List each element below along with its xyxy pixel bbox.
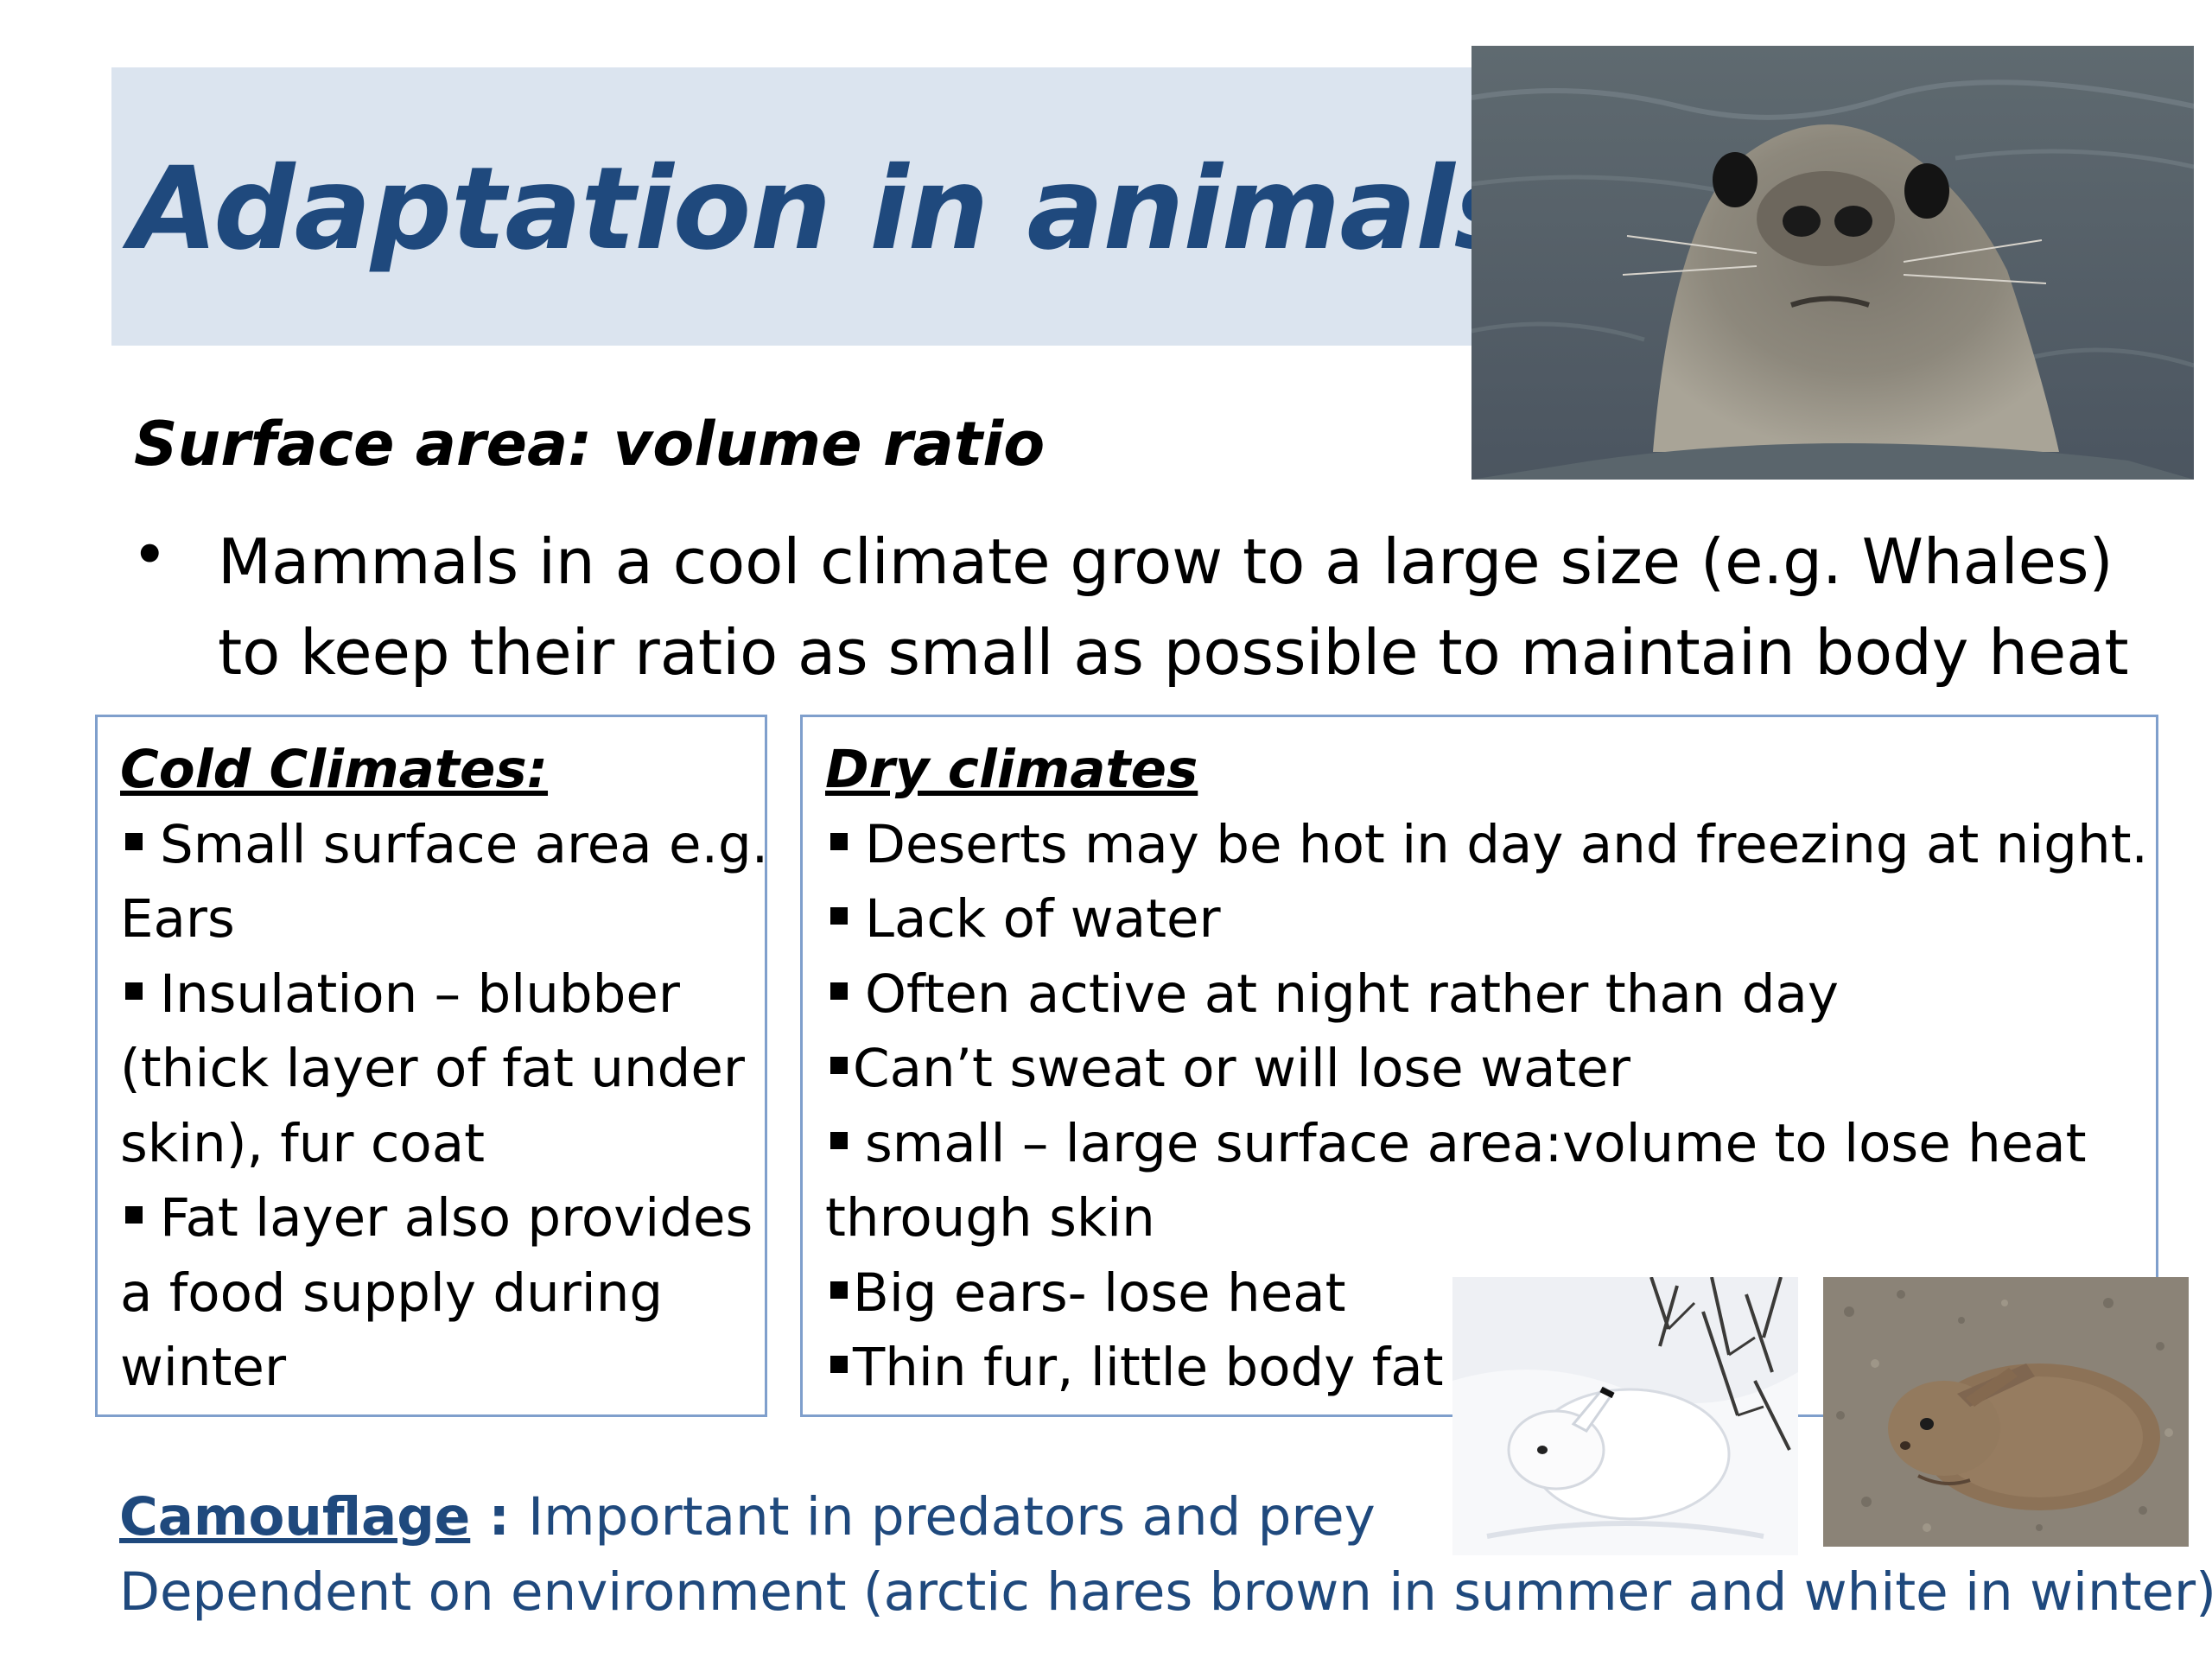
section-subtitle: Surface area: volume ratio: [134, 409, 1046, 480]
list-item: Lack of water: [825, 882, 2139, 957]
camouflage-section: Camouflage : Important in predators and …: [119, 1479, 2212, 1630]
list-item-continuation: Ears: [120, 888, 235, 950]
brown-hare-photo: [1823, 1277, 2189, 1547]
bullet-line: Mammals in a cool climate grow to a larg…: [218, 525, 2113, 598]
dry-climates-heading: Dry climates: [825, 739, 1198, 800]
list-item: Small surface area e.g.: [120, 808, 768, 883]
bullet-marker: •: [131, 518, 168, 591]
square-bullet-icon: [830, 1281, 848, 1299]
list-item-continuation: a food supply during: [120, 1262, 664, 1324]
list-item-continuation: skin), fur coat: [120, 1112, 486, 1174]
list-item: Thin fur, little body fat: [825, 1331, 2139, 1406]
list-item: Often active at night rather than day: [825, 957, 2139, 1033]
square-bullet-icon: [830, 982, 848, 1000]
camouflage-text: Important in predators and prey: [528, 1486, 1376, 1548]
seal-photo: [1471, 46, 2194, 480]
list-item: small – large surface area:volume to los…: [825, 1107, 2139, 1182]
cold-climates-heading: Cold Climates:: [120, 739, 549, 800]
square-bullet-icon: [830, 1356, 848, 1374]
square-bullet-icon: [830, 907, 848, 925]
list-item-continuation: winter: [120, 1337, 287, 1398]
white-hare-photo: [1452, 1277, 1798, 1555]
list-item: Deserts may be hot in day and freezing a…: [825, 808, 2148, 883]
square-bullet-icon: [125, 832, 143, 850]
list-item: Big ears- lose heat: [825, 1256, 2139, 1332]
list-item: Fat layer also provides: [120, 1181, 753, 1256]
dry-climates-box: Dry climates Deserts may be hot in day a…: [800, 715, 2158, 1417]
list-item: Can’t sweat or will lose water: [825, 1032, 2139, 1107]
bullet-line: to keep their ratio as small as possible…: [218, 616, 2129, 689]
list-item-continuation: (thick layer of fat under: [120, 1038, 746, 1099]
cold-climates-box: Cold Climates: Small surface area e.g. E…: [95, 715, 768, 1417]
camouflage-heading: Camouflage: [119, 1486, 471, 1548]
title-band: [111, 67, 1477, 346]
square-bullet-icon: [830, 1057, 848, 1075]
slide-title: Adaptation in animals: [130, 143, 1522, 276]
camouflage-line: Camouflage : Important in predators and …: [119, 1479, 2212, 1554]
square-bullet-icon: [125, 982, 143, 1000]
square-bullet-icon: [830, 832, 848, 850]
square-bullet-icon: [830, 1131, 848, 1149]
list-item-continuation: through skin: [825, 1187, 1155, 1249]
list-item: Insulation – blubber: [120, 957, 747, 1033]
bullet-text: Mammals in a cool climate grow to a larg…: [218, 517, 2162, 698]
camouflage-line: Dependent on environment (arctic hares b…: [119, 1561, 2212, 1623]
camouflage-separator: :: [470, 1486, 529, 1548]
square-bullet-icon: [125, 1206, 143, 1224]
